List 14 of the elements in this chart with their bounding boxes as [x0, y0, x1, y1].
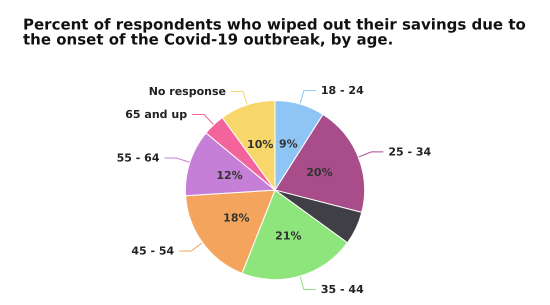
- slice-label: 25 - 34: [388, 145, 432, 158]
- data-label: 20%: [306, 166, 333, 179]
- slice-label: 45 - 54: [131, 244, 175, 258]
- data-label: 12%: [216, 168, 243, 182]
- data-label: 18%: [223, 212, 250, 225]
- slice-label: 65 and up: [125, 108, 188, 122]
- chart-title: Percent of respondents who wiped out their savings due to the onset of the Covid-19 outbreak, by age.: [23, 16, 532, 48]
- data-label: 9%: [278, 138, 298, 151]
- data-label: 10%: [247, 138, 274, 152]
- slice-label: 18 - 24: [320, 84, 364, 98]
- slice-label: 35 - 44: [320, 283, 364, 296]
- slice-label: No response: [148, 85, 226, 98]
- data-label: 21%: [275, 229, 302, 242]
- slice-label: 55 - 64: [116, 152, 160, 165]
